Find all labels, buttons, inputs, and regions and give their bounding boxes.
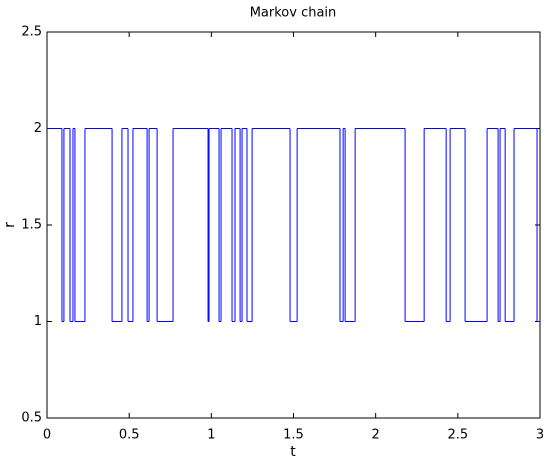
y-tick-label: 1 <box>34 314 42 329</box>
y-tick-label: 2.5 <box>21 25 42 40</box>
y-tick-label: 1.5 <box>21 218 42 233</box>
x-tick-label: 2 <box>372 428 380 443</box>
chart-title: Markov chain <box>250 6 337 21</box>
x-tick-label: 2.5 <box>447 428 468 443</box>
y-tick-label: 0.5 <box>21 411 42 426</box>
x-tick-label: 1 <box>207 428 215 443</box>
x-axis-label: t <box>290 444 296 460</box>
y-tick-label: 2 <box>34 121 42 136</box>
x-tick-label: 1.5 <box>283 428 304 443</box>
y-axis-label: r <box>2 222 18 228</box>
x-tick-label: 3 <box>536 428 544 443</box>
x-tick-label: 0.5 <box>119 428 140 443</box>
x-tick-label: 0 <box>43 428 51 443</box>
